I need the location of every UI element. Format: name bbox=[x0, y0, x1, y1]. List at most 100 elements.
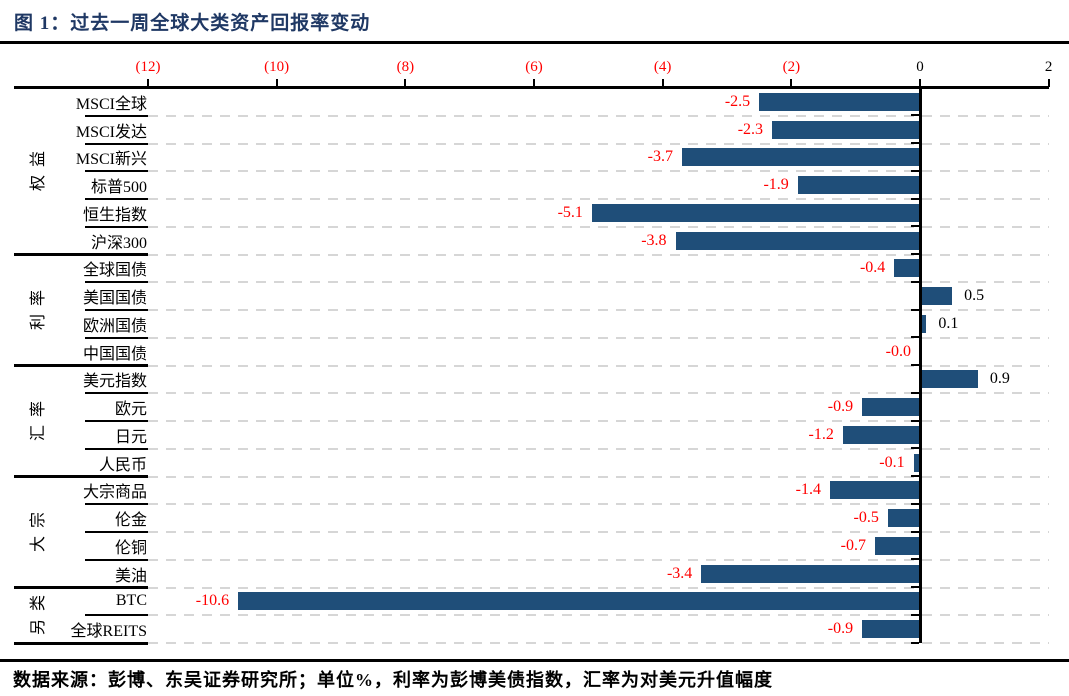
category-tick-line bbox=[85, 198, 148, 200]
zero-axis-tick bbox=[911, 475, 919, 477]
bar bbox=[238, 592, 920, 611]
row-gridline bbox=[148, 142, 1049, 145]
zero-axis-tick bbox=[911, 253, 919, 255]
value-label: -1.2 bbox=[808, 425, 834, 443]
zero-axis-tick bbox=[911, 502, 919, 505]
x-axis-tick bbox=[147, 79, 149, 87]
category-label: 欧元 bbox=[114, 401, 147, 419]
zero-axis-tick bbox=[911, 391, 919, 394]
footer-divider-line bbox=[0, 659, 1069, 662]
value-label: 0.1 bbox=[938, 314, 959, 332]
group-separator-line bbox=[14, 641, 148, 645]
row-gridline bbox=[148, 531, 1049, 533]
row-gridline bbox=[148, 225, 1049, 228]
bar bbox=[829, 481, 920, 500]
value-label: -1.4 bbox=[795, 481, 821, 499]
row-gridline bbox=[148, 309, 1049, 311]
zero-axis-tick bbox=[911, 225, 919, 228]
bar-chart: (12) (10) (8) (6) (4) (2) 0 2 MSCI全球 -2.5 MSCI发达 -2… bbox=[14, 59, 1053, 645]
category-label: 全球国债 bbox=[82, 262, 147, 280]
row-gridline bbox=[148, 503, 1049, 506]
zero-axis-tick bbox=[911, 280, 919, 283]
category-tick-line bbox=[85, 503, 148, 506]
row-gridline bbox=[148, 336, 1049, 339]
row-gridline bbox=[148, 558, 1049, 561]
group-label: 利率 bbox=[30, 281, 47, 331]
x-axis-tick-label: (12) bbox=[135, 59, 161, 75]
category-label: 美油 bbox=[114, 567, 147, 585]
value-label: -5.1 bbox=[557, 203, 583, 221]
x-axis-tick bbox=[275, 79, 278, 87]
category-tick-line bbox=[85, 614, 148, 617]
group-separator-line bbox=[14, 475, 148, 478]
category-label: 大宗商品 bbox=[82, 484, 147, 502]
category-label: 日元 bbox=[114, 428, 147, 446]
category-label: 中国国债 bbox=[82, 345, 147, 363]
bar bbox=[920, 314, 927, 333]
zero-axis-tick bbox=[911, 419, 919, 422]
row-gridline bbox=[148, 253, 1049, 256]
x-axis-tick-label: (6) bbox=[525, 59, 543, 75]
x-axis-tick bbox=[790, 79, 793, 87]
value-label: -2.5 bbox=[724, 92, 751, 110]
zero-axis-tick bbox=[911, 613, 919, 616]
row-gridline bbox=[148, 114, 1049, 117]
zero-axis-tick bbox=[911, 197, 919, 200]
bar bbox=[797, 176, 920, 195]
group-label: 权益 bbox=[30, 143, 47, 192]
bar bbox=[913, 453, 920, 472]
category-label: MSCI全球 bbox=[75, 95, 147, 113]
zero-axis-tick bbox=[911, 142, 919, 144]
value-label: -0.5 bbox=[853, 509, 879, 527]
zero-axis-tick bbox=[911, 530, 919, 533]
x-axis-tick-label: (10) bbox=[264, 59, 290, 75]
category-label: 伦铜 bbox=[114, 539, 147, 557]
x-axis-line bbox=[14, 86, 1049, 89]
group-separator-line bbox=[14, 586, 148, 589]
category-tick-line bbox=[85, 336, 148, 339]
bar bbox=[701, 564, 920, 583]
x-axis-tick bbox=[919, 79, 921, 87]
x-axis-tick-label: (4) bbox=[653, 59, 672, 75]
row-gridline bbox=[148, 614, 1049, 617]
x-axis-tick-label: 2 bbox=[1044, 59, 1053, 75]
value-label: -0.1 bbox=[879, 453, 905, 471]
category-label: 沪深300 bbox=[90, 234, 147, 252]
bar bbox=[675, 231, 920, 250]
bar bbox=[772, 120, 920, 139]
zero-axis-tick bbox=[911, 336, 919, 339]
zero-axis-tick bbox=[911, 586, 919, 588]
bar bbox=[862, 398, 920, 417]
bar bbox=[862, 620, 920, 639]
category-label: MSCI新兴 bbox=[75, 151, 147, 169]
category-tick-line bbox=[85, 281, 148, 284]
group-label: 另类 bbox=[30, 587, 47, 636]
row-gridline bbox=[148, 170, 1049, 173]
bar bbox=[920, 370, 978, 389]
zero-axis-tick bbox=[911, 641, 919, 644]
category-label: 标普500 bbox=[90, 179, 147, 197]
row-gridline bbox=[148, 475, 1049, 478]
value-label: -2.3 bbox=[737, 120, 764, 138]
group-label: 汇率 bbox=[30, 392, 47, 442]
x-axis-tick bbox=[1047, 79, 1050, 87]
bar bbox=[681, 148, 920, 167]
row-gridline bbox=[148, 447, 1049, 450]
category-tick-line bbox=[85, 225, 148, 228]
x-axis-tick-label: (8) bbox=[396, 59, 415, 75]
zero-axis-tick bbox=[911, 308, 919, 311]
category-label: 欧洲国债 bbox=[82, 317, 147, 335]
zero-axis-tick bbox=[911, 447, 919, 450]
bar bbox=[842, 425, 920, 444]
row-gridline bbox=[148, 392, 1049, 395]
zero-axis-tick bbox=[911, 114, 919, 117]
row-gridline bbox=[148, 281, 1049, 284]
category-tick-line bbox=[85, 392, 148, 395]
value-label: -0.9 bbox=[827, 620, 854, 638]
value-label: -3.8 bbox=[641, 231, 667, 249]
x-axis-tick bbox=[661, 79, 664, 87]
value-label: -0.4 bbox=[859, 259, 886, 277]
value-label: -3.7 bbox=[647, 148, 673, 166]
value-label: -0.9 bbox=[827, 398, 854, 416]
